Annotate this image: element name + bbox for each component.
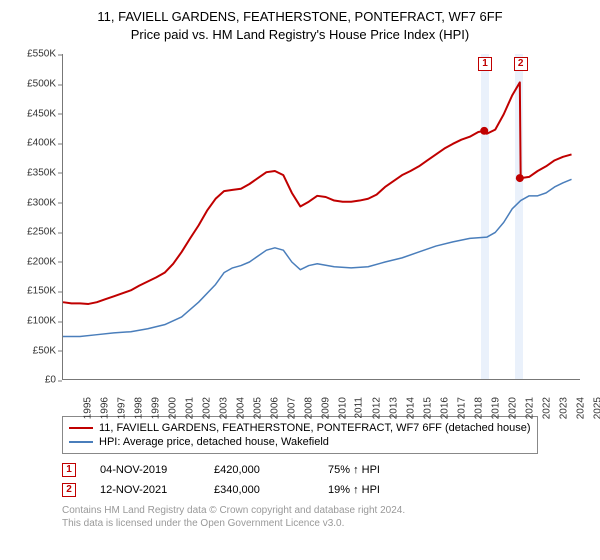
y-tick-label: £150K: [12, 286, 56, 297]
footer-line-1: Contains HM Land Registry data © Crown c…: [62, 504, 588, 517]
x-tick-label: 2025: [592, 397, 600, 419]
sale-row: 2 12-NOV-2021 £340,000 19% ↑ HPI: [62, 480, 588, 500]
sale-marker-label: 2: [514, 57, 528, 71]
y-tick-label: £550K: [12, 49, 56, 60]
y-tick-label: £400K: [12, 138, 56, 149]
title-line-1: 11, FAVIELL GARDENS, FEATHERSTONE, PONTE…: [12, 8, 588, 26]
x-tick-label: 2012: [371, 397, 382, 419]
series-line-hpi: [63, 180, 572, 337]
x-tick-label: 2011: [353, 397, 364, 419]
sale-date: 12-NOV-2021: [100, 484, 190, 496]
x-tick-label: 1996: [99, 397, 110, 419]
x-tick-label: 2018: [473, 397, 484, 419]
x-tick-label: 2005: [252, 397, 263, 419]
legend-label: HPI: Average price, detached house, Wake…: [99, 436, 329, 448]
y-tick-label: £300K: [12, 197, 56, 208]
y-tick-label: £250K: [12, 227, 56, 238]
y-tick-label: £50K: [12, 345, 56, 356]
x-tick-label: 1995: [82, 397, 93, 419]
sale-marker-dot: [516, 174, 524, 182]
x-tick-label: 2008: [303, 397, 314, 419]
legend-swatch: [69, 427, 93, 429]
legend-label: 11, FAVIELL GARDENS, FEATHERSTONE, PONTE…: [99, 422, 531, 434]
x-tick-label: 2024: [575, 397, 586, 419]
x-tick-label: 2019: [490, 397, 501, 419]
x-tick-label: 2000: [167, 397, 178, 419]
x-tick-label: 2017: [456, 397, 467, 419]
x-tick-label: 2021: [524, 397, 535, 419]
sale-row-marker: 2: [62, 483, 76, 497]
y-tick-label: £100K: [12, 316, 56, 327]
legend: 11, FAVIELL GARDENS, FEATHERSTONE, PONTE…: [62, 416, 538, 454]
sale-marker-label: 1: [478, 57, 492, 71]
sales-table: 1 04-NOV-2019 £420,000 75% ↑ HPI 2 12-NOV-202…: [62, 460, 588, 500]
series-line-property_price: [63, 83, 572, 305]
x-tick-label: 2002: [201, 397, 212, 419]
legend-row: 11, FAVIELL GARDENS, FEATHERSTONE, PONTE…: [69, 421, 531, 435]
chart-area: 12 £0£50K£100K£150K£200K£250K£300K£350K£…: [12, 50, 588, 410]
sale-row: 1 04-NOV-2019 £420,000 75% ↑ HPI: [62, 460, 588, 480]
sale-price: £420,000: [214, 464, 304, 476]
y-tick-label: £450K: [12, 108, 56, 119]
x-tick-label: 1998: [133, 397, 144, 419]
x-tick-label: 2013: [388, 397, 399, 419]
sale-marker-dot: [480, 127, 488, 135]
x-tick-label: 2014: [405, 397, 416, 419]
x-tick-label: 2007: [286, 397, 297, 419]
chart-lines-svg: [63, 54, 580, 379]
chart-title: 11, FAVIELL GARDENS, FEATHERSTONE, PONTE…: [12, 8, 588, 44]
footer-attribution: Contains HM Land Registry data © Crown c…: [62, 504, 588, 530]
y-tick-label: £200K: [12, 256, 56, 267]
footer-line-2: This data is licensed under the Open Gov…: [62, 517, 588, 530]
legend-swatch: [69, 441, 93, 443]
x-tick-label: 2022: [541, 397, 552, 419]
sale-date: 04-NOV-2019: [100, 464, 190, 476]
x-tick-label: 2015: [422, 397, 433, 419]
y-tick-label: £0: [12, 375, 56, 386]
plot-region: 12: [62, 54, 580, 380]
x-tick-label: 2023: [558, 397, 569, 419]
legend-row: HPI: Average price, detached house, Wake…: [69, 435, 531, 449]
sale-delta: 19% ↑ HPI: [328, 484, 418, 496]
title-line-2: Price paid vs. HM Land Registry's House …: [12, 26, 588, 44]
x-tick-label: 1999: [150, 397, 161, 419]
y-tick-label: £350K: [12, 167, 56, 178]
chart-container: 11, FAVIELL GARDENS, FEATHERSTONE, PONTE…: [0, 0, 600, 560]
x-tick-label: 2006: [269, 397, 280, 419]
sale-price: £340,000: [214, 484, 304, 496]
x-tick-label: 2004: [235, 397, 246, 419]
y-tick-label: £500K: [12, 79, 56, 90]
x-tick-label: 2016: [439, 397, 450, 419]
x-tick-label: 2020: [507, 397, 518, 419]
x-tick-label: 1997: [116, 397, 127, 419]
x-tick-label: 2010: [337, 397, 348, 419]
x-tick-label: 2003: [218, 397, 229, 419]
x-tick-label: 2001: [184, 397, 195, 419]
sale-row-marker: 1: [62, 463, 76, 477]
sale-delta: 75% ↑ HPI: [328, 464, 418, 476]
x-tick-label: 2009: [320, 397, 331, 419]
